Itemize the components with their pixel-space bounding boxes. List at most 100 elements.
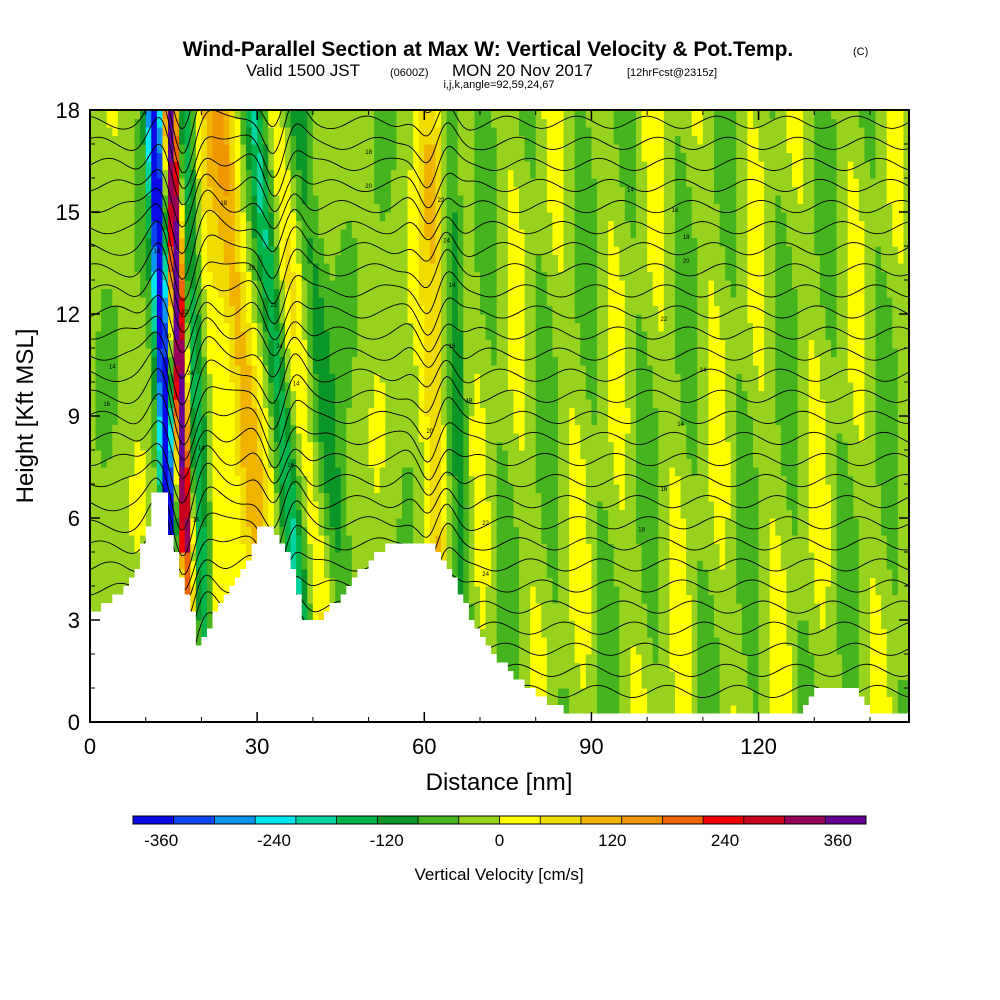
velocity-cell	[429, 467, 437, 477]
velocity-cell	[435, 135, 442, 145]
velocity-cell	[318, 297, 325, 307]
velocity-cell	[240, 263, 247, 273]
velocity-cell	[463, 365, 470, 375]
velocity-cell	[285, 407, 292, 417]
velocity-cell	[184, 560, 191, 570]
velocity-cell	[385, 458, 392, 468]
velocity-cell	[179, 152, 186, 162]
velocity-cell	[106, 220, 113, 230]
velocity-cell	[396, 263, 403, 273]
velocity-cell	[385, 416, 392, 426]
velocity-cell	[240, 229, 247, 239]
velocity-cell	[156, 237, 164, 247]
velocity-cell	[407, 186, 414, 196]
velocity-cell	[435, 271, 442, 281]
velocity-cell	[190, 135, 197, 145]
velocity-cell	[140, 339, 147, 349]
velocity-cell	[329, 475, 336, 485]
velocity-cell	[123, 467, 130, 477]
velocity-cell	[374, 399, 381, 409]
velocity-cell	[234, 416, 242, 426]
velocity-cell	[390, 484, 398, 494]
velocity-cell	[446, 390, 453, 400]
velocity-cell	[457, 127, 464, 137]
velocity-cell	[218, 144, 225, 154]
velocity-cell	[101, 178, 108, 188]
velocity-cell	[463, 331, 470, 341]
velocity-cell	[452, 212, 459, 222]
velocity-cell	[346, 569, 353, 579]
velocity-cell	[229, 322, 236, 332]
velocity-cell	[324, 212, 331, 222]
velocity-cell	[357, 305, 364, 315]
velocity-cell	[173, 127, 180, 137]
velocity-cell	[379, 441, 386, 451]
velocity-cell	[123, 246, 130, 256]
velocity-cell	[229, 492, 236, 502]
velocity-cell	[117, 152, 125, 162]
velocity-cell	[318, 118, 325, 128]
velocity-cell	[351, 407, 359, 417]
velocity-cell	[168, 322, 175, 332]
velocity-cell	[441, 169, 448, 179]
velocity-cell	[402, 305, 409, 315]
velocity-cell	[418, 195, 425, 205]
velocity-cell	[301, 450, 308, 460]
velocity-cell	[212, 492, 219, 502]
velocity-cell	[273, 246, 281, 256]
velocity-cell	[379, 331, 386, 341]
velocity-cell	[463, 178, 470, 188]
velocity-cell	[340, 569, 347, 579]
velocity-cell	[218, 518, 225, 528]
velocity-cell	[357, 280, 364, 290]
velocity-cell	[95, 594, 102, 604]
velocity-cell	[329, 280, 336, 290]
velocity-cell	[301, 288, 308, 298]
velocity-cell	[324, 509, 331, 519]
velocity-cell	[357, 314, 364, 324]
velocity-cell	[374, 271, 381, 281]
velocity-cell	[463, 356, 470, 366]
velocity-cell	[168, 424, 175, 434]
velocity-cell	[234, 356, 242, 366]
velocity-cell	[457, 492, 464, 502]
velocity-cell	[145, 450, 152, 460]
velocity-cell	[457, 526, 464, 536]
velocity-cell	[402, 518, 409, 528]
velocity-cell	[385, 127, 392, 137]
velocity-cell	[390, 161, 398, 171]
subtitle-index: i,j,k,angle=92,59,24,67	[443, 79, 554, 91]
velocity-cell	[273, 518, 281, 528]
velocity-cell	[351, 144, 359, 154]
velocity-cell	[257, 322, 264, 332]
velocity-cell	[212, 212, 219, 222]
velocity-cell	[312, 203, 320, 213]
velocity-cell	[346, 178, 353, 188]
velocity-cell	[452, 195, 459, 205]
velocity-cell	[229, 399, 236, 409]
velocity-cell	[346, 484, 353, 494]
velocity-cell	[223, 254, 230, 264]
velocity-cell	[357, 246, 364, 256]
velocity-cell	[240, 322, 247, 332]
velocity-cell	[234, 560, 242, 570]
velocity-cell	[435, 195, 442, 205]
velocity-cell	[318, 433, 325, 443]
velocity-cell	[435, 288, 442, 298]
velocity-cell	[301, 501, 308, 511]
velocity-cell	[240, 246, 247, 256]
velocity-cell	[357, 509, 364, 519]
velocity-cell	[463, 560, 470, 570]
velocity-cell	[273, 475, 281, 485]
velocity-cell	[290, 178, 297, 188]
velocity-cell	[441, 161, 448, 171]
velocity-cell	[95, 195, 102, 205]
velocity-cell	[195, 603, 203, 613]
velocity-cell	[446, 254, 453, 264]
velocity-cell	[145, 407, 152, 417]
velocity-cell	[413, 509, 420, 519]
velocity-cell	[290, 441, 297, 451]
velocity-cell	[251, 399, 258, 409]
velocity-cell	[418, 263, 425, 273]
velocity-cell	[346, 152, 353, 162]
